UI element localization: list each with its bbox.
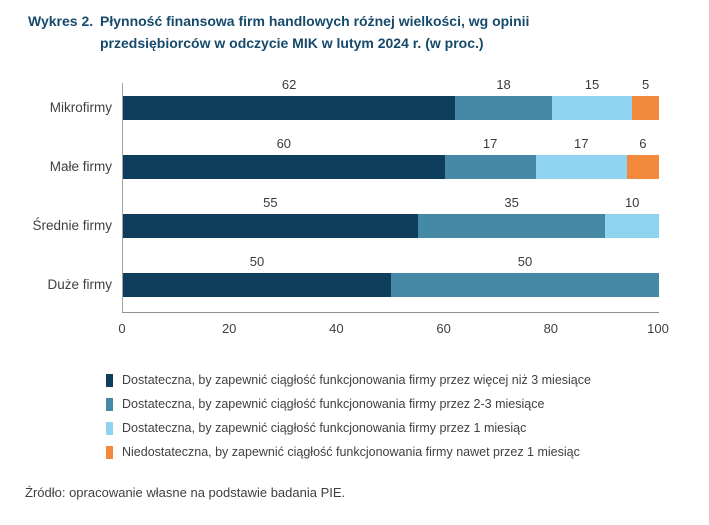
legend-item: Dostateczna, by zapewnić ciągłość funkcj… <box>106 392 591 416</box>
bar-segment <box>123 214 418 238</box>
bar-segment <box>417 214 606 238</box>
bar-segment <box>626 155 659 179</box>
bar-segment <box>455 96 552 120</box>
category-label: Średnie firmy <box>32 218 112 233</box>
x-axis-tick: 60 <box>436 321 451 336</box>
chart-title-line2: przedsiębiorców w odczycie MIK w lutym 2… <box>100 35 484 51</box>
bar-segment <box>551 96 633 120</box>
bar-segment <box>535 155 627 179</box>
bar-segment <box>123 155 445 179</box>
category-label: Duże firmy <box>47 277 112 292</box>
legend-label: Niedostateczna, by zapewnić ciągłość fun… <box>122 445 580 459</box>
x-axis-tick: 40 <box>329 321 344 336</box>
x-axis-tick: 20 <box>221 321 237 336</box>
x-axis-tick: 80 <box>543 321 559 336</box>
bar-value-label: 6 <box>639 136 647 151</box>
bar-value-label: 50 <box>517 254 533 269</box>
legend-label: Dostateczna, by zapewnić ciągłość funkcj… <box>122 373 591 387</box>
bar-value-label: 60 <box>276 136 292 151</box>
legend-marker <box>106 421 113 435</box>
source-note: Źródło: opracowanie własne na podstawie … <box>25 485 346 500</box>
legend-marker <box>106 373 113 387</box>
bar-value-label: 55 <box>263 195 278 210</box>
bar-row: 62 18 15 5 <box>123 77 659 120</box>
chart-title-line1: Płynność finansowa firm handlowych różne… <box>100 13 530 29</box>
bar-value-label: 15 <box>584 77 600 92</box>
legend-label: Dostateczna, by zapewnić ciągłość funkcj… <box>122 397 545 411</box>
bar-segment <box>605 214 659 238</box>
category-label: Mikrofirmy <box>49 100 112 115</box>
bar-row: 60 17 17 6 <box>123 136 659 179</box>
bar-row: 50 50 <box>123 254 659 297</box>
bar-value-label: 17 <box>482 136 498 151</box>
legend-item: Dostateczna, by zapewnić ciągłość funkcj… <box>106 368 591 392</box>
bar-chart-plot-area: 62 18 15 5 60 17 17 6 55 35 10 50 50 <box>122 77 659 313</box>
bar-value-label: 50 <box>249 254 265 269</box>
x-axis-tick: 0 <box>118 321 126 336</box>
category-label: Małe firmy <box>49 159 112 174</box>
bar-segment <box>632 96 659 120</box>
bar-value-label: 10 <box>624 195 640 210</box>
legend-marker <box>106 445 113 459</box>
bar-value-label: 18 <box>496 77 511 92</box>
x-axis-tick-labels: 0 20 40 60 80 100 <box>0 321 709 339</box>
bar-row: 55 35 10 <box>123 195 659 238</box>
legend-item: Dostateczna, by zapewnić ciągłość funkcj… <box>106 416 591 440</box>
legend-label: Dostateczna, by zapewnić ciągłość funkcj… <box>122 421 527 435</box>
bar-segment <box>123 96 456 120</box>
chart-title: Wykres 2. Płynność finansowa firm handlo… <box>28 10 660 54</box>
legend-marker <box>106 397 113 411</box>
bar-value-label: 35 <box>504 195 519 210</box>
legend-item: Niedostateczna, by zapewnić ciągłość fun… <box>106 440 591 464</box>
chart-title-text: Płynność finansowa firm handlowych różne… <box>100 10 660 54</box>
bar-segment <box>444 155 536 179</box>
bar-segment <box>391 273 659 297</box>
bar-segment <box>123 273 391 297</box>
bar-value-label: 5 <box>641 77 650 92</box>
chart-legend: Dostateczna, by zapewnić ciągłość funkcj… <box>106 368 591 464</box>
bar-value-label: 17 <box>574 136 589 151</box>
chart-number-label: Wykres 2. <box>28 13 94 29</box>
x-axis-tick: 100 <box>647 321 669 336</box>
bar-value-label: 62 <box>281 77 297 92</box>
